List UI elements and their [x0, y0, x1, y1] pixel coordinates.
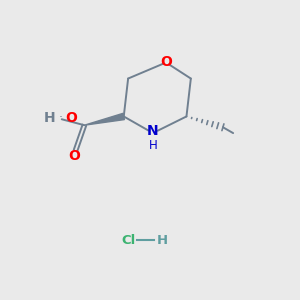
- Text: O: O: [160, 56, 172, 70]
- Text: Cl: Cl: [121, 234, 135, 247]
- Polygon shape: [84, 113, 124, 125]
- Text: O: O: [68, 149, 80, 163]
- Text: O: O: [65, 111, 77, 125]
- Text: N: N: [147, 124, 159, 138]
- Text: H: H: [148, 139, 157, 152]
- Text: H: H: [44, 111, 55, 125]
- Text: H: H: [156, 234, 167, 247]
- Text: ·: ·: [58, 111, 62, 124]
